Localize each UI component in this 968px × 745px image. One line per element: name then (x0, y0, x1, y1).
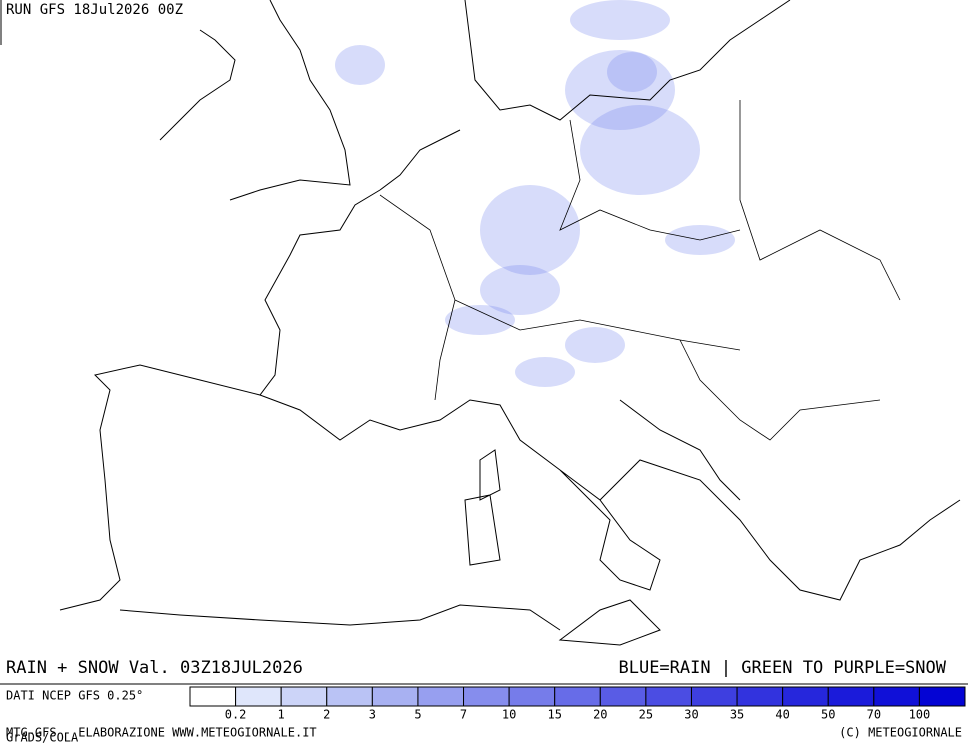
colorbar-swatch (782, 686, 829, 707)
run-label: RUN GFS 18Jul2026 00Z (6, 2, 183, 18)
colorbar-swatch (918, 686, 966, 707)
colorbar-swatch (235, 686, 282, 707)
colorbar-tick-label: 0.2 (225, 708, 247, 722)
colorbar-swatch (599, 686, 647, 707)
copyright: (C) METEOGIORNALE (839, 726, 962, 740)
colorbar-swatch (736, 686, 784, 707)
colorbar-swatch (326, 686, 373, 707)
colorbar-tick-label: 70 (867, 708, 881, 722)
colorbar-swatch (189, 686, 237, 707)
colorbar-swatch (417, 686, 465, 707)
colorbar-tick-label: 30 (684, 708, 698, 722)
colorbar-tick-label: 2 (323, 708, 330, 722)
colorbar-tick-label: 25 (639, 708, 653, 722)
colorbar-tick-label: 10 (502, 708, 516, 722)
colorbar-swatch (873, 686, 920, 707)
colorbar: 0.2 1 2 3 5 7 10 15 20 25 30 35 40 50 70 100 (189, 686, 966, 722)
field-label: RAIN + SNOW Val. 03Z18JUL2026 (6, 658, 303, 678)
colorbar-tick-label: 20 (593, 708, 607, 722)
colorbar-tick-label: 15 (547, 708, 561, 722)
colorbar-swatch (554, 686, 601, 707)
colorbar-tick-label: 100 (909, 708, 931, 722)
colorbar-swatch (371, 686, 419, 707)
colorbar-tick-label: 5 (414, 708, 421, 722)
colorbar-swatch (827, 686, 875, 707)
source-label: DATI NCEP GFS 0.25° (6, 689, 143, 703)
colorbar-tick-label: 1 (278, 708, 285, 722)
color-key: BLUE=RAIN | GREEN TO PURPLE=SNOW (618, 658, 946, 678)
colorbar-swatch (508, 686, 556, 707)
coastlines (59, 0, 961, 646)
colorbar-tick-label: 7 (460, 708, 467, 722)
colorbar-tick-label: 40 (775, 708, 789, 722)
colorbar-tick-label: 35 (730, 708, 744, 722)
colorbar-tick-label: 3 (369, 708, 376, 722)
colorbar-swatch (690, 686, 738, 707)
colorbar-tick-label: 50 (821, 708, 835, 722)
borders (379, 100, 901, 441)
precipitation (335, 0, 735, 387)
grads-label: GrADS/COLA (6, 731, 79, 745)
credit: MTG-GFS - ELABORAZIONE WWW.METEOGIORNALE… (6, 726, 317, 740)
colorbar-swatch (463, 686, 510, 707)
colorbar-swatch (645, 686, 692, 707)
colorbar-swatch (280, 686, 328, 707)
